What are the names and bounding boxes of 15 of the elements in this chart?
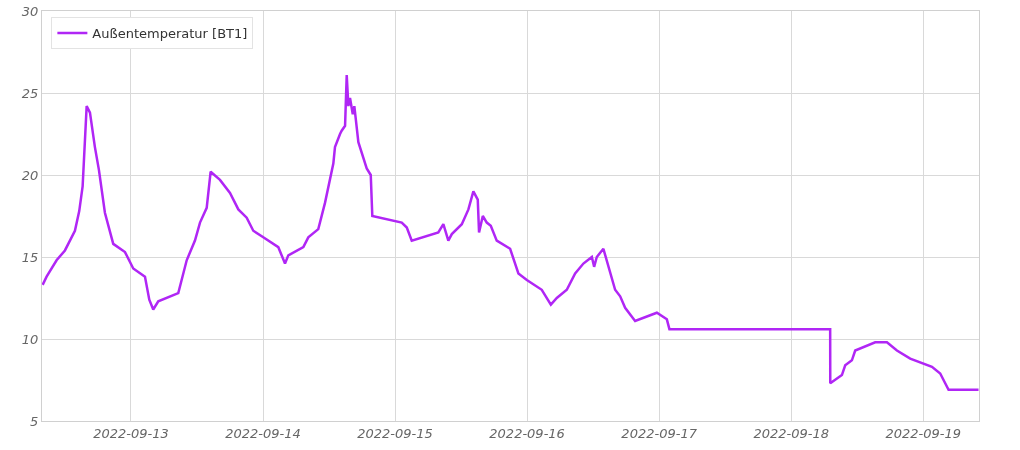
y-tick-label: 15 (21, 249, 39, 265)
x-tick-label: 2022-09-19 (885, 425, 962, 441)
x-tick-label: 2022-09-17 (621, 425, 698, 441)
y-tick-label: 20 (21, 167, 39, 183)
x-tick-label: 2022-09-15 (357, 425, 433, 441)
legend-label: Außentemperatur [BT1] (92, 26, 248, 42)
x-tick-label: 2022-09-18 (753, 425, 829, 441)
x-tick-label: 2022-09-14 (225, 425, 301, 441)
y-tick-label: 25 (21, 85, 39, 101)
y-tick-label: 10 (21, 331, 39, 347)
x-tick-label: 2022-09-16 (489, 425, 565, 441)
x-tick-label: 2022-09-13 (93, 425, 169, 441)
line-series (42, 73, 979, 392)
y-tick-label: 5 (30, 413, 39, 429)
y-tick-label: 30 (21, 3, 39, 19)
